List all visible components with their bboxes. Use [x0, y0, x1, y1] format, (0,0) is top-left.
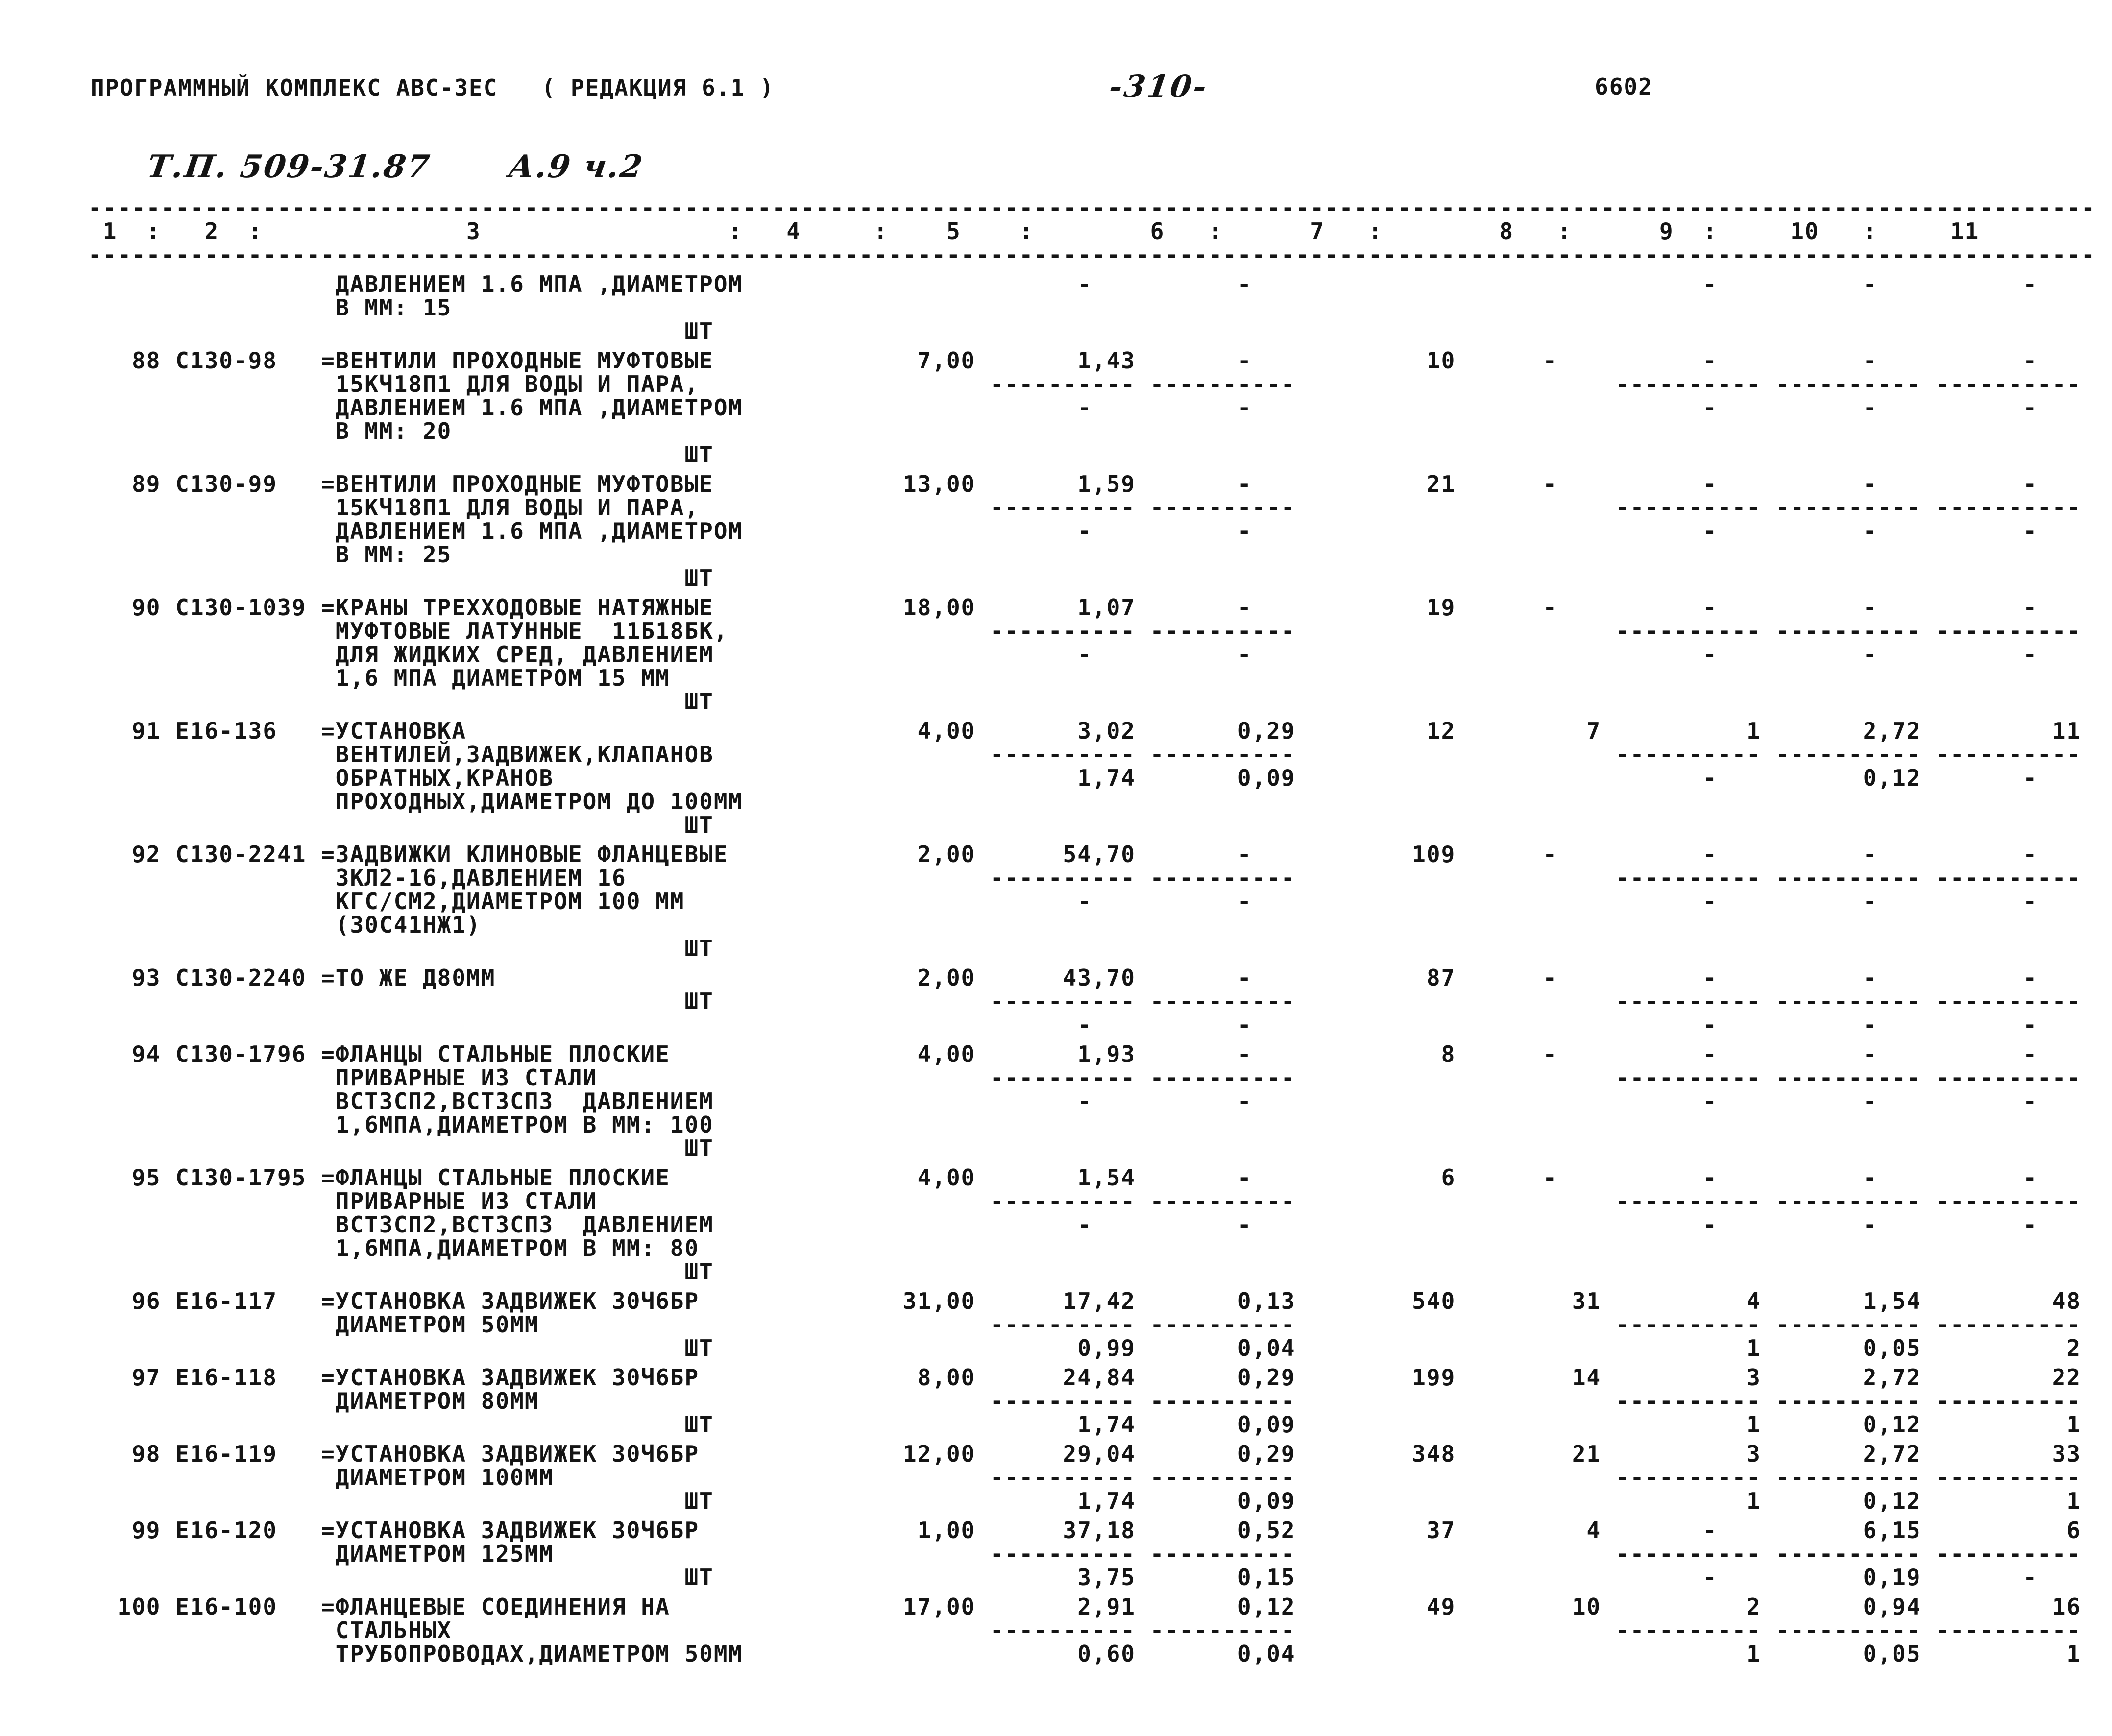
table-line: ШТ — [88, 318, 2096, 344]
table-line: ВЕНТИЛЕЙ,ЗАДВИЖЕК,КЛАПАНОВ ---------- --… — [88, 741, 2096, 768]
table-line: ПРОХОДНЫХ,ДИАМЕТРОМ ДО 100ММ — [88, 788, 2096, 815]
table-line: ----------------------------------------… — [88, 241, 2096, 268]
table-line: В ММ: 25 — [88, 541, 2096, 568]
table-line: ВСТ3СП2,ВСТ3СП3 ДАВЛЕНИЕМ - - - - - — [88, 1211, 2096, 1238]
table-line: 90 С130-1039 =КРАНЫ ТРЕХХОДОВЫЕ НАТЯЖНЫЕ… — [88, 594, 2096, 621]
table-line: ТРУБОПРОВОДАХ,ДИАМЕТРОМ 50ММ 0,60 0,04 1… — [88, 1640, 2096, 1667]
sheet-number: 6602 — [1595, 73, 1653, 100]
table-line: ПРИВАРНЫЕ ИЗ СТАЛИ ---------- ----------… — [88, 1188, 2096, 1214]
table-line: ДИАМЕТРОМ 80ММ ---------- ---------- ---… — [88, 1388, 2096, 1414]
table-line: ШТ — [88, 812, 2096, 838]
table-line: ДИАМЕТРОМ 50ММ ---------- ---------- ---… — [88, 1311, 2096, 1338]
table-line: 88 С130-98 =ВЕНТИЛИ ПРОХОДНЫЕ МУФТОВЫЕ 7… — [88, 347, 2096, 374]
table-line: 91 Е16-136 =УСТАНОВКА 4,00 3,02 0,29 12 … — [88, 718, 2096, 744]
table-line: ШТ — [88, 1258, 2096, 1285]
estimate-table: ----------------------------------------… — [88, 196, 2096, 1665]
table-line: 92 С130-2241 =ЗАДВИЖКИ КЛИНОВЫЕ ФЛАНЦЕВЫ… — [88, 841, 2096, 868]
table-line: (30С41НЖ1) — [88, 912, 2096, 938]
table-line: ШТ ---------- ---------- ---------- ----… — [88, 988, 2096, 1014]
table-line: ДИАМЕТРОМ 125ММ ---------- ---------- --… — [88, 1541, 2096, 1567]
table-line: ШТ 0,99 0,04 1 0,05 2 — [88, 1335, 2096, 1361]
table-line: 96 Е16-117 =УСТАНОВКА ЗАДВИЖЕК 30Ч6БР 31… — [88, 1288, 2096, 1314]
page-number-handwritten: -310- — [1107, 69, 1211, 104]
table-line: ДАВЛЕНИЕМ 1.6 МПА ,ДИАМЕТРОМ - - - - - — [88, 518, 2096, 544]
table-line: ПРИВАРНЫЕ ИЗ СТАЛИ ---------- ----------… — [88, 1064, 2096, 1091]
table-line: МУФТОВЫЕ ЛАТУННЫЕ 11Б18БК, ---------- --… — [88, 618, 2096, 644]
table-line: СТАЛЬНЫХ ---------- ---------- ---------… — [88, 1617, 2096, 1643]
project-code: Т.П. 509-31.87 — [145, 148, 433, 185]
table-line: 1,6МПА,ДИАМЕТРОМ В ММ: 80 — [88, 1235, 2096, 1261]
table-line: 98 Е16-119 =УСТАНОВКА ЗАДВИЖЕК 30Ч6БР 12… — [88, 1441, 2096, 1467]
table-line: В ММ: 20 — [88, 418, 2096, 444]
table-line: 15КЧ18П1 ДЛЯ ВОДЫ И ПАРА, ---------- ---… — [88, 494, 2096, 521]
table-line: 15КЧ18П1 ДЛЯ ВОДЫ И ПАРА, ---------- ---… — [88, 371, 2096, 397]
table-line: КГС/СМ2,ДИАМЕТРОМ 100 ММ - - - - - — [88, 888, 2096, 915]
table-line: ДАВЛЕНИЕМ 1.6 МПА ,ДИАМЕТРОМ - - - - - — [88, 394, 2096, 421]
table-line: ШТ — [88, 565, 2096, 591]
table-line: ШТ — [88, 1135, 2096, 1161]
table-line: ДАВЛЕНИЕМ 1.6 МПА ,ДИАМЕТРОМ - - - - - — [88, 271, 2096, 297]
table-line: 93 С130-2240 =ТО ЖЕ Д80ММ 2,00 43,70 - 8… — [88, 964, 2096, 991]
table-line: 1,6МПА,ДИАМЕТРОМ В ММ: 100 — [88, 1111, 2096, 1138]
table-line: ШТ 3,75 0,15 - 0,19 - — [88, 1564, 2096, 1591]
table-line: ШТ — [88, 441, 2096, 468]
table-line: ВСТ3СП2,ВСТ3СП3 ДАВЛЕНИЕМ - - - - - — [88, 1088, 2096, 1114]
table-line: 100 Е16-100 =ФЛАНЦЕВЫЕ СОЕДИНЕНИЯ НА 17,… — [88, 1593, 2096, 1620]
table-line: 1,6 МПА ДИАМЕТРОМ 15 ММ — [88, 665, 2096, 691]
table-line: 89 С130-99 =ВЕНТИЛИ ПРОХОДНЫЕ МУФТОВЫЕ 1… — [88, 471, 2096, 497]
table-line: 99 Е16-120 =УСТАНОВКА ЗАДВИЖЕК 30Ч6БР 1,… — [88, 1517, 2096, 1543]
table-line: ШТ 1,74 0,09 1 0,12 1 — [88, 1411, 2096, 1438]
table-line: ШТ — [88, 935, 2096, 962]
table-line: 97 Е16-118 =УСТАНОВКА ЗАДВИЖЕК 30Ч6БР 8,… — [88, 1364, 2096, 1391]
table-line: ДЛЯ ЖИДКИХ СРЕД, ДАВЛЕНИЕМ - - - - - — [88, 641, 2096, 668]
table-line: ----------------------------------------… — [88, 194, 2096, 221]
table-line: ШТ 1,74 0,09 1 0,12 1 — [88, 1488, 2096, 1514]
table-line: В ММ: 15 — [88, 294, 2096, 321]
table-line: ДИАМЕТРОМ 100ММ ---------- ---------- --… — [88, 1464, 2096, 1491]
table-line: ЗКЛ2-16,ДАВЛЕНИЕМ 16 ---------- --------… — [88, 865, 2096, 891]
table-line: 94 С130-1796 =ФЛАНЦЫ СТАЛЬНЫЕ ПЛОСКИЕ 4,… — [88, 1041, 2096, 1067]
table-line: 95 С130-1795 =ФЛАНЦЫ СТАЛЬНЫЕ ПЛОСКИЕ 4,… — [88, 1164, 2096, 1191]
document-title: ПРОГРАММНЫЙ КОМПЛЕКС АВС-3ЕС ( РЕДАКЦИЯ … — [91, 74, 775, 101]
table-line: ШТ — [88, 688, 2096, 715]
table-line: ОБРАТНЫХ,КРАНОВ 1,74 0,09 - 0,12 - — [88, 765, 2096, 791]
table-line: - - - - - — [88, 1012, 2096, 1038]
album-part: А.9 ч.2 — [506, 148, 646, 185]
table-line: 1 : 2 : 3 : 4 : 5 : 6 : 7 : 8 : 9 : 10 :… — [88, 218, 2096, 244]
